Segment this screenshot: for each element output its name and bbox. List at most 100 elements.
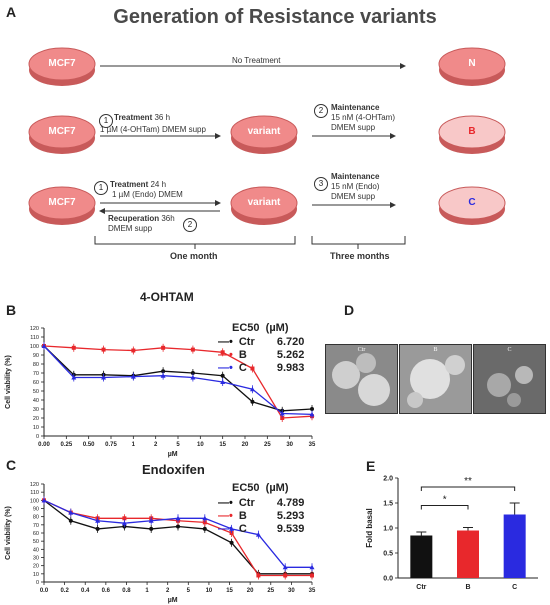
treatment-detail-row3: 1 µM (Endo) DMEM	[112, 190, 183, 199]
dish-label: N	[468, 58, 476, 69]
step-number: 3	[314, 177, 328, 191]
data-point	[220, 350, 225, 355]
data-point	[41, 497, 47, 503]
y-tick-label: 110	[30, 490, 39, 496]
data-point	[161, 345, 166, 350]
panel-b-letter: B	[6, 302, 17, 318]
x-tick-label: 2	[166, 588, 170, 594]
data-point	[250, 399, 255, 404]
micrograph-c: C	[473, 344, 546, 414]
dish-c: C	[438, 183, 506, 227]
significance-bracket	[420, 505, 469, 510]
x-tick-label: 20	[247, 588, 254, 594]
x-tick-label: 0.0	[40, 588, 49, 594]
one-month-label: One month	[170, 251, 218, 261]
dish-label: variant	[247, 197, 281, 208]
chart-b-title: 4-OHTAM	[140, 290, 194, 304]
legend-ec50: 9.539	[276, 523, 305, 535]
data-point	[71, 345, 76, 350]
legend-ec50: 9.983	[276, 362, 305, 374]
legend-marker: —•	[218, 349, 233, 361]
data-point	[176, 524, 180, 529]
dish-label: B	[468, 126, 476, 137]
data-point	[101, 347, 106, 352]
dish-mcf7-row2: MCF7	[28, 112, 96, 156]
x-tick-label: 25	[267, 588, 274, 594]
y-tick-label: 70	[33, 523, 39, 529]
dish-mcf7-row3: MCF7	[28, 183, 96, 227]
recuperation-label: Recuperation 36h	[108, 214, 175, 223]
data-point	[68, 510, 74, 515]
data-point	[41, 343, 47, 348]
legend-ec50: 4.789	[276, 497, 305, 509]
data-point	[121, 520, 127, 526]
figure-title: Generation of Resistance variants	[113, 6, 437, 28]
y-tick-label: 70	[33, 371, 39, 377]
x-tick-label: B	[465, 584, 470, 591]
x-tick-label: 0.6	[102, 588, 111, 594]
x-tick-label: Ctr	[416, 584, 426, 591]
micrograph-ctr: Ctr	[325, 344, 398, 414]
x-tick-label: 10	[197, 442, 204, 448]
legend-marker: —•	[218, 362, 233, 374]
x-tick-label: 35	[309, 442, 316, 448]
x-tick-label: 30	[288, 588, 295, 594]
y-tick-label: 10	[33, 572, 39, 578]
maintenance-detail2-row3: DMEM supp	[331, 192, 376, 201]
maintenance-detail2-row2: DMEM supp	[331, 123, 376, 132]
y-tick-label: 0	[36, 580, 39, 586]
legend-marker: —•	[218, 497, 233, 509]
series-line-c	[43, 345, 313, 416]
maintenance-title-row2: Maintenance	[331, 103, 380, 112]
x-axis-label: µM	[168, 451, 178, 458]
dish-variant-row2: variant	[230, 112, 298, 156]
data-point	[310, 573, 314, 578]
significance-bracket	[420, 486, 516, 491]
data-point	[229, 531, 234, 535]
data-point	[249, 386, 255, 392]
legend-label: Ctr	[238, 336, 255, 348]
data-point	[220, 379, 226, 384]
bar-c	[503, 514, 526, 578]
y-tick-label: 40	[33, 398, 39, 404]
y-tick-label: 80	[33, 515, 39, 521]
y-tick-label: 0	[36, 434, 39, 440]
data-point	[101, 375, 107, 380]
legend-label: Ctr	[238, 497, 255, 509]
legend-marker: —•	[218, 336, 233, 348]
data-point	[255, 532, 261, 537]
data-point	[122, 516, 127, 521]
panel-a-letter: A	[6, 4, 17, 20]
legend-label: B	[238, 510, 247, 522]
maintenance-title-row3: Maintenance	[331, 172, 380, 181]
x-tick-label: 0.25	[60, 442, 72, 448]
dish-n: N	[438, 44, 506, 88]
y-axis-label: Fold basal	[365, 508, 374, 548]
legend-item-c: —• C 9.983	[218, 362, 304, 374]
y-tick-label: 100	[30, 498, 39, 504]
legend-item-c: —• C 9.539	[218, 523, 304, 535]
y-tick-label: 2.0	[383, 476, 393, 483]
data-point	[160, 373, 166, 378]
y-tick-label: 90	[33, 507, 39, 513]
x-tick-label: 15	[226, 588, 233, 594]
x-tick-label: 20	[242, 442, 249, 448]
panel-e-letter: E	[366, 458, 376, 474]
no-treatment-label: No Treatment	[232, 56, 281, 65]
y-tick-label: 100	[30, 344, 39, 350]
data-point	[95, 518, 101, 523]
y-tick-label: 80	[33, 362, 39, 368]
y-tick-label: 30	[33, 556, 39, 562]
maintenance-detail1-row2: 15 nM (4-OHTam)	[331, 113, 396, 122]
dish-b: B	[438, 112, 506, 156]
dish-label: MCF7	[48, 197, 76, 208]
bar-b	[457, 530, 479, 578]
panel-d-letter: D	[344, 302, 355, 318]
y-tick-label: 50	[33, 389, 39, 395]
x-tick-label: 25	[264, 442, 271, 448]
y-tick-label: 120	[30, 482, 39, 488]
y-tick-label: 50	[33, 539, 39, 545]
chart-b-legend-header: EC50 (µM)	[232, 322, 289, 334]
dish-mcf7-row1: MCF7	[28, 44, 96, 88]
